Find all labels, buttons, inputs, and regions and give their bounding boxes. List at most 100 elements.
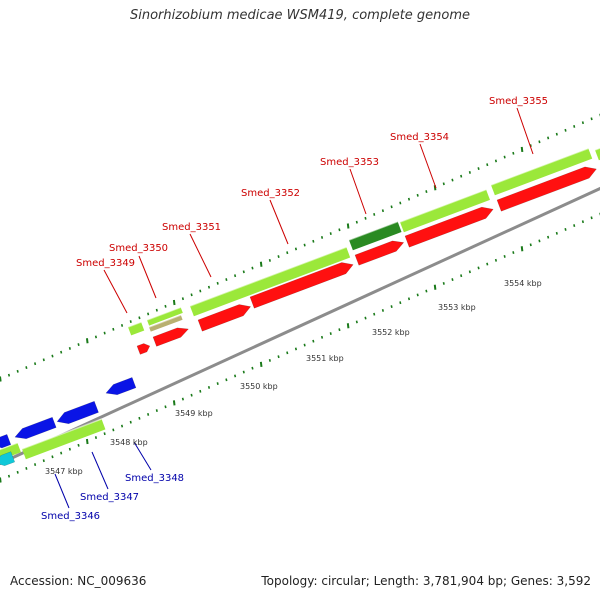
cds-cyan-left[interactable] bbox=[0, 451, 16, 467]
tick-outer bbox=[486, 163, 489, 167]
tick-outer bbox=[503, 155, 506, 159]
gene-band-3350b[interactable] bbox=[149, 315, 183, 332]
tick-inner bbox=[468, 270, 471, 274]
kbp-label: 3554 kbp bbox=[504, 279, 542, 288]
tick-outer bbox=[207, 285, 211, 289]
tick-inner bbox=[268, 359, 271, 362]
tick-inner bbox=[477, 266, 480, 270]
tick-outer bbox=[416, 193, 419, 197]
cds-3350[interactable] bbox=[152, 327, 189, 347]
tick-outer bbox=[77, 343, 80, 347]
gene-label-top: Smed_3349 bbox=[76, 258, 135, 269]
tick-inner bbox=[190, 393, 193, 397]
gene-band-3355-highlight bbox=[490, 147, 589, 186]
gene-band-3350a[interactable] bbox=[147, 307, 183, 326]
tick-inner bbox=[25, 466, 28, 470]
leader-bottom bbox=[91, 451, 109, 490]
tick-inner bbox=[494, 258, 498, 262]
tick-outer bbox=[138, 316, 141, 320]
gene-band-3354-highlight bbox=[399, 188, 487, 223]
gene-band-3347[interactable] bbox=[22, 419, 106, 460]
tick-outer bbox=[581, 121, 584, 125]
tick-inner bbox=[547, 235, 550, 239]
gene-band-3353[interactable] bbox=[349, 221, 402, 251]
tick-outer bbox=[529, 144, 532, 148]
tick-inner bbox=[529, 243, 532, 247]
tick-outer bbox=[381, 209, 384, 213]
tick-inner bbox=[251, 366, 254, 370]
tick-outer bbox=[399, 201, 402, 205]
tick-outer bbox=[494, 159, 498, 163]
tick-outer bbox=[172, 299, 176, 306]
gene-label-top: Smed_3354 bbox=[390, 132, 449, 143]
cds-3349[interactable] bbox=[136, 343, 151, 355]
tick-outer bbox=[573, 125, 576, 128]
tick-inner bbox=[399, 301, 402, 305]
gene-band-3349-highlight bbox=[127, 321, 142, 328]
cds-3352[interactable] bbox=[249, 262, 354, 309]
tick-outer bbox=[16, 369, 19, 373]
tick-inner bbox=[155, 409, 158, 413]
topology-text: Topology: circular; Length: 3,781,904 bp… bbox=[261, 574, 591, 588]
gene-band-right-highlight bbox=[594, 147, 600, 151]
gene-band-3351-3352[interactable] bbox=[190, 247, 351, 317]
tick-outer bbox=[520, 146, 524, 153]
tick-outer bbox=[286, 251, 289, 255]
tick-outer bbox=[547, 136, 550, 140]
tick-inner bbox=[199, 389, 202, 393]
tick-inner bbox=[7, 474, 11, 478]
gene-band-3353-highlight bbox=[348, 220, 398, 241]
tick-inner bbox=[277, 355, 280, 359]
tick-outer bbox=[451, 178, 454, 182]
tick-inner bbox=[416, 293, 419, 297]
tick-inner bbox=[147, 413, 150, 416]
tick-inner bbox=[0, 477, 2, 483]
tick-outer bbox=[277, 255, 280, 259]
gene-band-left-highlight bbox=[0, 442, 18, 451]
tick-outer bbox=[7, 373, 11, 377]
backbone-line bbox=[0, 186, 600, 466]
gene-features[interactable] bbox=[0, 143, 600, 467]
tick-outer bbox=[320, 235, 324, 239]
tick-inner bbox=[364, 316, 367, 320]
gene-band-3350b-highlight bbox=[148, 314, 182, 328]
leader-bottom bbox=[133, 441, 152, 471]
tick-outer bbox=[312, 239, 315, 243]
tick-inner bbox=[355, 320, 358, 324]
tick-inner bbox=[242, 370, 245, 374]
kbp-label: 3553 kbp bbox=[438, 303, 476, 312]
cds-3355[interactable] bbox=[496, 166, 597, 212]
tick-outer bbox=[564, 128, 567, 132]
tick-inner bbox=[259, 361, 263, 367]
cds-3346[interactable] bbox=[14, 416, 57, 440]
gene-band-3354[interactable] bbox=[400, 189, 490, 233]
tick-outer bbox=[442, 182, 445, 186]
cds-left[interactable] bbox=[0, 434, 12, 449]
gene-band-3355[interactable] bbox=[491, 148, 593, 196]
cds-3347[interactable] bbox=[56, 400, 99, 424]
tick-inner bbox=[381, 308, 384, 312]
tick-inner bbox=[425, 289, 428, 293]
kbp-label: 3550 kbp bbox=[240, 382, 278, 391]
gene-band-right[interactable] bbox=[595, 143, 600, 161]
tick-inner bbox=[34, 463, 37, 467]
cds-3348[interactable] bbox=[105, 377, 137, 396]
cds-3354[interactable] bbox=[404, 206, 494, 248]
tick-inner bbox=[573, 224, 576, 228]
tick-inner bbox=[234, 374, 237, 378]
gene-band-3349[interactable] bbox=[128, 322, 145, 336]
tick-outer bbox=[373, 213, 376, 216]
tick-outer bbox=[460, 174, 463, 178]
tick-outer bbox=[42, 358, 45, 362]
cds-3351[interactable] bbox=[197, 304, 252, 332]
tick-marks-outer bbox=[0, 113, 600, 382]
tick-outer bbox=[234, 274, 237, 278]
tick-inner bbox=[564, 227, 567, 231]
gene-label-top: Smed_3355 bbox=[489, 96, 548, 107]
gene-label-top: Smed_3353 bbox=[320, 157, 379, 168]
tick-inner bbox=[51, 455, 54, 459]
tick-inner bbox=[451, 278, 454, 281]
tick-outer bbox=[155, 308, 158, 312]
cds-3353[interactable] bbox=[354, 240, 405, 266]
